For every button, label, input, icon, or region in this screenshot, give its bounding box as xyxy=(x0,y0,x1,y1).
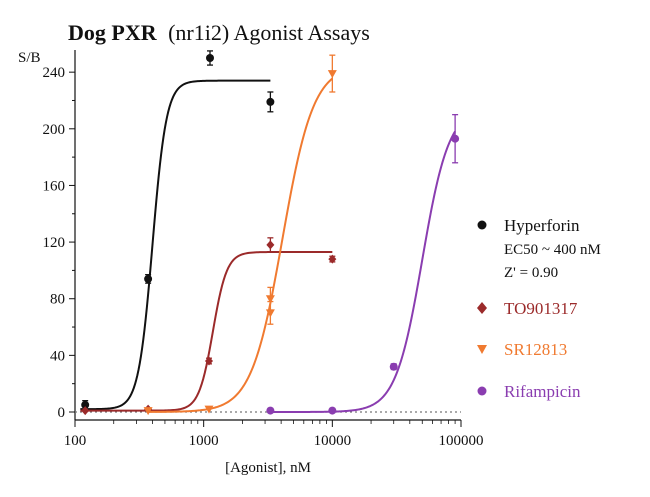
x-tick-label: 100000 xyxy=(439,433,484,449)
point-to901317 xyxy=(204,356,213,366)
data-points xyxy=(81,50,460,416)
point-hyperforin xyxy=(144,274,153,283)
point-rifampicin xyxy=(389,362,398,371)
y-tick-label: 0 xyxy=(58,405,66,421)
y-tick-label: 200 xyxy=(43,122,66,138)
y-tick-label: 160 xyxy=(43,178,66,194)
y-tick-label: 120 xyxy=(43,235,66,251)
point-hyperforin xyxy=(205,54,214,62)
y-axis-label: S/B xyxy=(18,50,41,66)
point-hyperforin xyxy=(81,400,90,409)
point-rifampicin xyxy=(266,406,275,415)
x-tick-label: 1000 xyxy=(189,433,219,449)
legend: Hyperforin EC50 ~ 400 nM Z' = 0.90 TO901… xyxy=(477,216,601,401)
curve-hyperforin xyxy=(80,79,271,411)
chart-title-bold: Dog PXR xyxy=(68,20,158,45)
point-rifampicin xyxy=(328,406,337,415)
point-sr12813 xyxy=(265,295,275,304)
x-tick-label: 100 xyxy=(64,433,87,449)
chart-title-rest: (nr1i2) Agonist Assays xyxy=(168,20,370,45)
chart-title: Dog PXR (nr1i2) Agonist Assays xyxy=(68,20,370,45)
legend-label-to901317: TO901317 xyxy=(504,299,578,318)
y-tick-label: 80 xyxy=(50,292,65,308)
legend-marker-rifampicin xyxy=(477,386,487,396)
legend-marker-hyperforin xyxy=(477,220,487,230)
curve-rifampicin xyxy=(270,130,456,413)
y-tick-label: 40 xyxy=(50,348,65,364)
legend-label-rifampicin: Rifampicin xyxy=(504,382,581,401)
curve-sr12813 xyxy=(148,77,333,413)
point-to901317 xyxy=(328,254,337,264)
point-sr12813 xyxy=(265,309,275,318)
point-hyperforin xyxy=(266,97,275,106)
legend-note-ec50: EC50 ~ 400 nM xyxy=(504,242,601,258)
legend-label-sr12813: SR12813 xyxy=(504,340,567,359)
point-to901317 xyxy=(81,406,90,416)
fit-curves xyxy=(80,77,456,413)
point-sr12813 xyxy=(327,70,337,79)
legend-label-hyperforin: Hyperforin xyxy=(504,216,580,235)
point-rifampicin xyxy=(451,134,460,143)
legend-marker-to901317 xyxy=(477,302,487,314)
point-sr12813 xyxy=(204,405,214,414)
y-tick-label: 240 xyxy=(43,65,66,81)
curve-to901317 xyxy=(80,250,333,412)
legend-marker-sr12813 xyxy=(477,345,487,354)
legend-note-zprime: Z' = 0.90 xyxy=(504,265,558,281)
point-sr12813 xyxy=(143,407,153,416)
x-axis-label: [Agonist], nM xyxy=(225,460,311,476)
x-tick-label: 10000 xyxy=(314,433,352,449)
axes: 0 40 80 120 160 200 240 100 1000 10000 100000 xyxy=(43,50,484,449)
point-to901317 xyxy=(266,240,275,250)
